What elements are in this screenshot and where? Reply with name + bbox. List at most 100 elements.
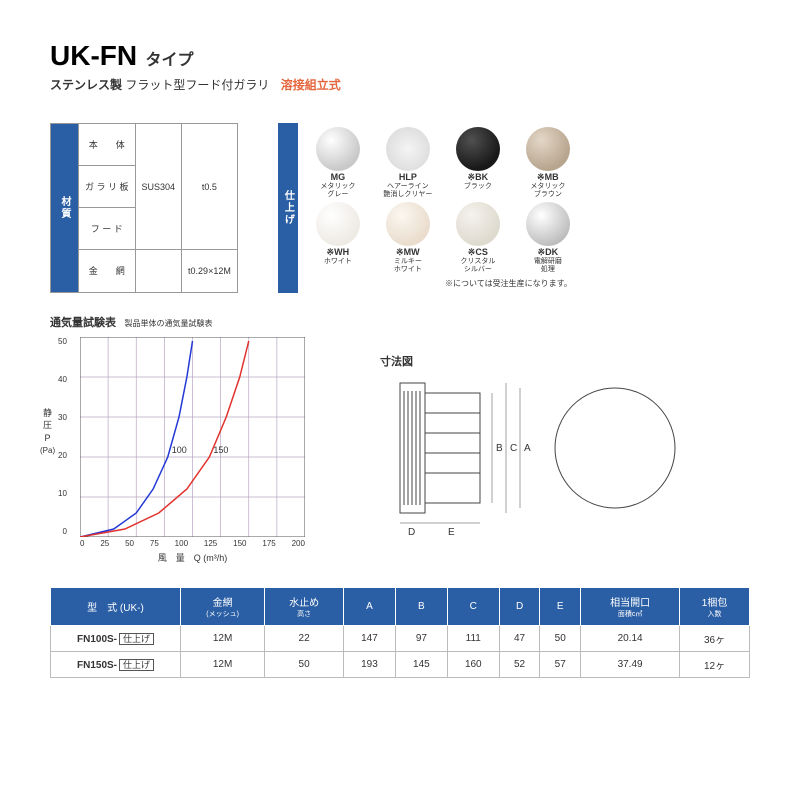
swatch-name: クリスタルシルバー: [448, 258, 508, 273]
material-row-label: ガ ラ リ 板: [79, 166, 136, 208]
finish-swatch: ※CSクリスタルシルバー: [448, 202, 508, 273]
col-e: E: [540, 587, 581, 625]
swatch-code: ※BK: [448, 173, 508, 183]
material-row-label: 金 網: [79, 250, 136, 292]
swatch-name: ホワイト: [308, 258, 368, 266]
spec-table: 型 式 (UK-) 金網(メッシュ) 水止め高さ A B C D E 相当開口面…: [50, 587, 750, 678]
cell-d: 52: [499, 651, 540, 677]
cell-c: 160: [447, 651, 499, 677]
subtitle-row: ステンレス製 フラット型フード付ガラリ 溶接組立式: [50, 76, 750, 93]
cell-drip: 50: [265, 651, 344, 677]
table-row: FN100S-仕上げ12M2214797111475020.1436ヶ: [51, 625, 750, 651]
swatch-code: ※MW: [378, 248, 438, 258]
material-row-label: フ ー ド: [79, 208, 136, 250]
chart-plot: 100 150: [80, 337, 305, 537]
cell-d: 47: [499, 625, 540, 651]
swatch-name: メタリックグレー: [308, 183, 368, 198]
dimension-svg: B C A D E: [380, 373, 700, 543]
subtitle-assembly: 溶接組立式: [281, 78, 341, 92]
finish-swatch: ※BKブラック: [448, 127, 508, 198]
swatch-circle: [526, 127, 570, 171]
finish-section: 仕上げ MGメタリックグレーHLPヘアーライン艶消しクリヤー※BKブラック※MB…: [278, 123, 588, 293]
cell-e: 57: [540, 651, 581, 677]
svg-text:A: A: [524, 443, 531, 454]
col-model: 型 式 (UK-): [51, 587, 181, 625]
material-label: 材質: [51, 124, 79, 293]
airflow-chart: 通気量試験表 製品単体の通気量試験表 静 圧 P (Pa) 5040302010…: [50, 313, 330, 557]
col-qty: 1梱包入数: [680, 587, 750, 625]
swatch-circle: [456, 127, 500, 171]
swatch-name: ブラック: [448, 183, 508, 191]
svg-text:E: E: [448, 527, 455, 538]
cell-drip: 22: [265, 625, 344, 651]
chart-title: 通気量試験表: [50, 317, 116, 329]
finish-swatch: ※MBメタリックブラウン: [518, 127, 578, 198]
y-axis-caption: 静 圧 P (Pa): [40, 407, 55, 457]
svg-text:C: C: [510, 443, 517, 454]
finish-swatches: MGメタリックグレーHLPヘアーライン艶消しクリヤー※BKブラック※MBメタリッ…: [298, 123, 588, 293]
col-b: B: [395, 587, 447, 625]
swatch-name: ヘアーライン艶消しクリヤー: [378, 183, 438, 198]
finish-swatch: HLPヘアーライン艶消しクリヤー: [378, 127, 438, 198]
finish-swatch: ※WHホワイト: [308, 202, 368, 273]
swatch-circle: [386, 202, 430, 246]
finish-swatch: ※DK電解研磨処理: [518, 202, 578, 273]
cell-b: 145: [395, 651, 447, 677]
svg-text:150: 150: [213, 445, 228, 455]
finish-note: ※については受注生産になります。: [308, 278, 578, 289]
cell-e: 50: [540, 625, 581, 651]
x-axis-caption: 風 量 Q (m³/h): [80, 551, 305, 564]
header: UK-FN タイプ ステンレス製 フラット型フード付ガラリ 溶接組立式: [50, 40, 750, 93]
col-a: A: [344, 587, 396, 625]
dimension-title: 寸法図: [380, 353, 700, 369]
cell-model: FN150S-仕上げ: [51, 651, 181, 677]
swatch-code: ※MB: [518, 173, 578, 183]
cell-area: 20.14: [581, 625, 680, 651]
product-title: UK-FN: [50, 40, 137, 71]
subtitle-material: ステンレス製: [50, 78, 122, 92]
col-d: D: [499, 587, 540, 625]
cell-mesh: 12M: [181, 625, 265, 651]
swatch-circle: [386, 127, 430, 171]
material-thickness: t0.5: [182, 124, 238, 250]
svg-text:100: 100: [172, 445, 187, 455]
swatch-name: ミルキーホワイト: [378, 258, 438, 273]
material-spec: SUS304: [135, 124, 182, 250]
cell-a: 147: [344, 625, 396, 651]
svg-text:B: B: [496, 443, 503, 454]
cell-area: 37.49: [581, 651, 680, 677]
swatch-code: ※CS: [448, 248, 508, 258]
swatch-code: HLP: [378, 173, 438, 183]
swatch-circle: [456, 202, 500, 246]
svg-text:D: D: [408, 527, 415, 538]
subtitle-desc: フラット型フード付ガラリ: [125, 78, 269, 92]
finish-swatch: ※MWミルキーホワイト: [378, 202, 438, 273]
swatch-circle: [316, 127, 360, 171]
swatch-circle: [526, 202, 570, 246]
cell-model: FN100S-仕上げ: [51, 625, 181, 651]
swatch-code: ※WH: [308, 248, 368, 258]
material-spec: [135, 250, 182, 292]
cell-c: 111: [447, 625, 499, 651]
cell-b: 97: [395, 625, 447, 651]
dimension-diagram: 寸法図: [380, 353, 700, 548]
col-drip: 水止め高さ: [265, 587, 344, 625]
material-thickness: t0.29×12M: [182, 250, 238, 292]
swatch-name: メタリックブラウン: [518, 183, 578, 198]
swatch-name: 電解研磨処理: [518, 258, 578, 273]
col-mesh: 金網(メッシュ): [181, 587, 265, 625]
finish-label: 仕上げ: [278, 123, 298, 293]
cell-qty: 12ヶ: [680, 651, 750, 677]
material-table: 材質 本 体 SUS304 t0.5 ガ ラ リ 板 フ ー ド 金 網 t0.…: [50, 123, 238, 293]
swatch-code: ※DK: [518, 248, 578, 258]
swatch-code: MG: [308, 173, 368, 183]
cell-mesh: 12M: [181, 651, 265, 677]
material-row-label: 本 体: [79, 124, 136, 166]
title-row: UK-FN タイプ: [50, 40, 750, 72]
table-row: FN150S-仕上げ12M50193145160525737.4912ヶ: [51, 651, 750, 677]
cell-a: 193: [344, 651, 396, 677]
x-ticks: 0255075100125150175200: [80, 539, 305, 548]
col-c: C: [447, 587, 499, 625]
cell-qty: 36ヶ: [680, 625, 750, 651]
y-ticks: 50403020100: [58, 337, 67, 537]
